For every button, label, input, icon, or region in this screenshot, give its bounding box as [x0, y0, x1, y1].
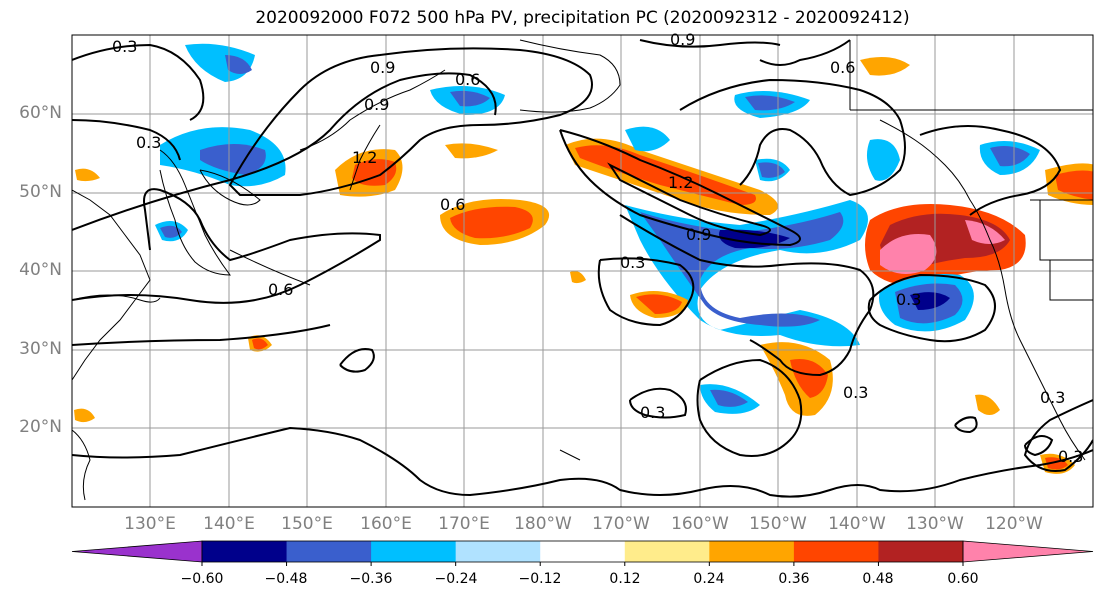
lat-tick-label: 20°N — [19, 417, 62, 437]
contour-label: 0.3 — [896, 290, 921, 309]
contour-label: 0.9 — [670, 30, 695, 49]
colorbar-swatch — [202, 541, 288, 562]
colorbar-frame — [201, 540, 964, 563]
lon-tick-label: 130°W — [906, 514, 964, 534]
lon-tick-label: 160°W — [671, 514, 729, 534]
lat-tick-label: 30°N — [19, 339, 62, 359]
colorbar-tick-label: −0.24 — [434, 571, 478, 587]
contour-label: 0.3 — [1058, 447, 1083, 466]
lon-tick-label: 170°E — [438, 514, 490, 534]
colorbar-tick-label: −0.36 — [349, 571, 393, 587]
graticule — [72, 35, 1093, 507]
colorbar-swatch — [878, 541, 964, 562]
contour-label: 0.3 — [843, 383, 868, 402]
lat-tick-label: 50°N — [19, 182, 62, 202]
contour-label: 0.3 — [136, 133, 161, 152]
pv-contours — [72, 39, 1093, 498]
colorbar-swatch — [624, 541, 710, 562]
colorbar-tick-label: −0.60 — [180, 571, 224, 587]
map-title: 2020092000 F072 500 hPa PV, precipitatio… — [255, 8, 910, 28]
precip-shading — [74, 43, 1093, 474]
lon-tick-label: 120°W — [985, 514, 1043, 534]
contour-label: 0.3 — [640, 403, 665, 422]
lon-tick-label: 170°W — [592, 514, 650, 534]
lon-tick-label: 160°E — [360, 514, 412, 534]
contour-label: 0.9 — [364, 95, 389, 114]
colorbar-tick-label: −0.12 — [518, 571, 562, 587]
contour-label: 0.9 — [686, 225, 711, 244]
lon-tick-label: 140°E — [203, 514, 255, 534]
colorbar-tick-label: 0.60 — [947, 571, 979, 587]
contour-label: 0.6 — [268, 280, 293, 299]
colorbar-extend-high — [962, 540, 1094, 563]
contour-label: 0.3 — [1040, 388, 1065, 407]
colorbar-tick-label: 0.12 — [609, 571, 641, 587]
colorbar — [71, 540, 1094, 566]
contour-label-group: 0.3 0.3 0.3 0.3 0.3 0.3 0.3 0.3 0.6 0.6 … — [112, 30, 1083, 466]
colorbar-tick-label: 0.24 — [693, 571, 725, 587]
contour-label: 0.3 — [620, 253, 645, 272]
lat-tick-label: 40°N — [19, 260, 62, 280]
lat-tick-label: 60°N — [19, 103, 62, 123]
contour-label: 0.6 — [830, 58, 855, 77]
contour-label: 0.6 — [440, 195, 465, 214]
plot-frame — [71, 34, 1094, 508]
colorbar-swatch — [540, 541, 626, 562]
colorbar-swatch — [371, 541, 457, 562]
lon-tick-label: 150°W — [749, 514, 807, 534]
colorbar-swatch — [286, 541, 372, 562]
colorbar-swatch — [455, 541, 541, 562]
lon-tick-label: 150°E — [281, 514, 333, 534]
contour-label: 1.2 — [352, 148, 377, 167]
colorbar-extend-low — [71, 540, 203, 563]
colorbar-tick-label: −0.48 — [264, 571, 308, 587]
colorbar-swatch — [709, 541, 795, 562]
lon-tick-label: 180°W — [514, 514, 572, 534]
contour-label: 0.6 — [455, 70, 480, 89]
colorbar-tick-label: 0.36 — [778, 571, 810, 587]
contour-label: 0.9 — [370, 58, 395, 77]
colorbar-swatch — [793, 541, 879, 562]
colorbar-tick-label: 0.48 — [862, 571, 894, 587]
lon-tick-label: 130°E — [124, 514, 176, 534]
lon-tick-label: 140°W — [828, 514, 886, 534]
contour-label: 1.2 — [668, 173, 693, 192]
contour-label: 0.3 — [112, 37, 137, 56]
